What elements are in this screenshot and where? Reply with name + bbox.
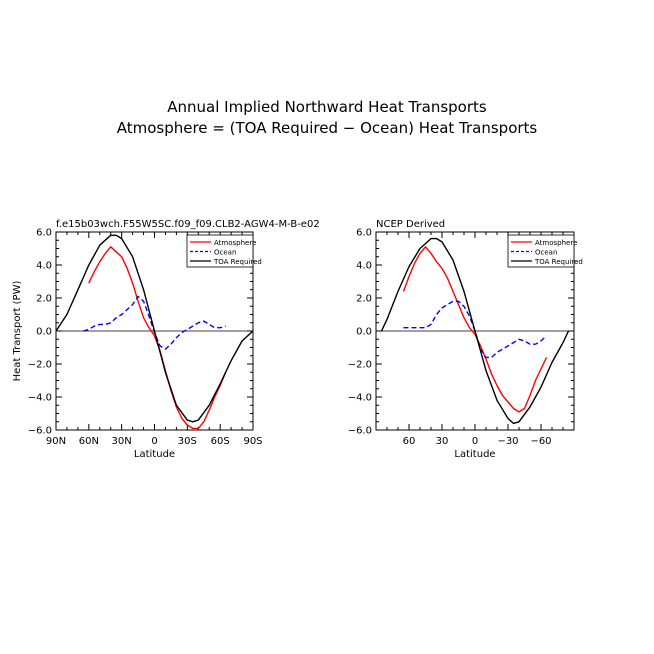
x-tick-label: −30 bbox=[497, 436, 518, 447]
legend-entry-label: TOA Required bbox=[534, 258, 583, 266]
y-tick-label: −6.0 bbox=[348, 426, 372, 437]
y-tick-label: 0.0 bbox=[356, 327, 372, 338]
y-tick-label: −6.0 bbox=[28, 426, 52, 437]
x-tick-label: 0 bbox=[151, 436, 157, 447]
legend-entry-label: TOA Required bbox=[213, 258, 262, 266]
y-tick-label: 6.0 bbox=[356, 228, 372, 239]
panel-title: NCEP Derived bbox=[376, 219, 445, 230]
x-tick-label: 0 bbox=[472, 436, 478, 447]
x-tick-label: 60N bbox=[79, 436, 99, 447]
x-tick-label: 60 bbox=[403, 436, 416, 447]
legend-entry-label: Ocean bbox=[214, 248, 236, 256]
series-line-atmosphere bbox=[402, 246, 548, 413]
y-tick-label: 6.0 bbox=[36, 228, 52, 239]
y-tick-label: 0.0 bbox=[36, 327, 52, 338]
legend-entry-label: Atmosphere bbox=[214, 239, 256, 247]
x-tick-label: 30S bbox=[178, 436, 197, 447]
figure-title-line2: Atmosphere = (TOA Required − Ocean) Heat… bbox=[117, 119, 538, 137]
panel-title: f.e15b03wch.F55W5SC.f09_f09.CLB2-AGW4-M-… bbox=[56, 219, 320, 230]
y-tick-label: −2.0 bbox=[348, 360, 372, 371]
x-axis-label: Latitude bbox=[134, 449, 175, 460]
y-tick-label: 2.0 bbox=[356, 294, 372, 305]
y-tick-label: −2.0 bbox=[28, 360, 52, 371]
chart-panel-right: 6.0 4.0 2.0 0.0 −2.0 −4.0 −6.0 60 30 0 −30 −60 Latit… bbox=[348, 219, 583, 460]
x-tick-label: 90S bbox=[243, 436, 262, 447]
y-tick-label: 2.0 bbox=[36, 294, 52, 305]
series-line-ocean bbox=[83, 295, 226, 350]
figure-title-line1: Annual Implied Northward Heat Transports bbox=[167, 98, 487, 116]
y-tick-label: −4.0 bbox=[28, 393, 52, 404]
series-line-ocean bbox=[403, 300, 547, 359]
x-tick-label: 30 bbox=[436, 436, 449, 447]
x-tick-label: −60 bbox=[530, 436, 551, 447]
legend-entry-label: Ocean bbox=[535, 248, 557, 256]
y-tick-label: 4.0 bbox=[36, 261, 52, 272]
x-axis-label: Latitude bbox=[454, 449, 495, 460]
y-tick-label: 4.0 bbox=[356, 261, 372, 272]
series-line-toa-required bbox=[55, 234, 254, 423]
legend-box bbox=[507, 234, 575, 268]
x-tick-label: 30N bbox=[112, 436, 132, 447]
y-axis-label: Heat Transport (PW) bbox=[12, 281, 23, 382]
x-tick-label: 90N bbox=[46, 436, 66, 447]
legend-entry-label: Atmosphere bbox=[535, 239, 577, 247]
series-line-toa-required bbox=[380, 237, 570, 425]
x-tick-label: 60S bbox=[211, 436, 230, 447]
y-tick-label: −4.0 bbox=[348, 393, 372, 404]
